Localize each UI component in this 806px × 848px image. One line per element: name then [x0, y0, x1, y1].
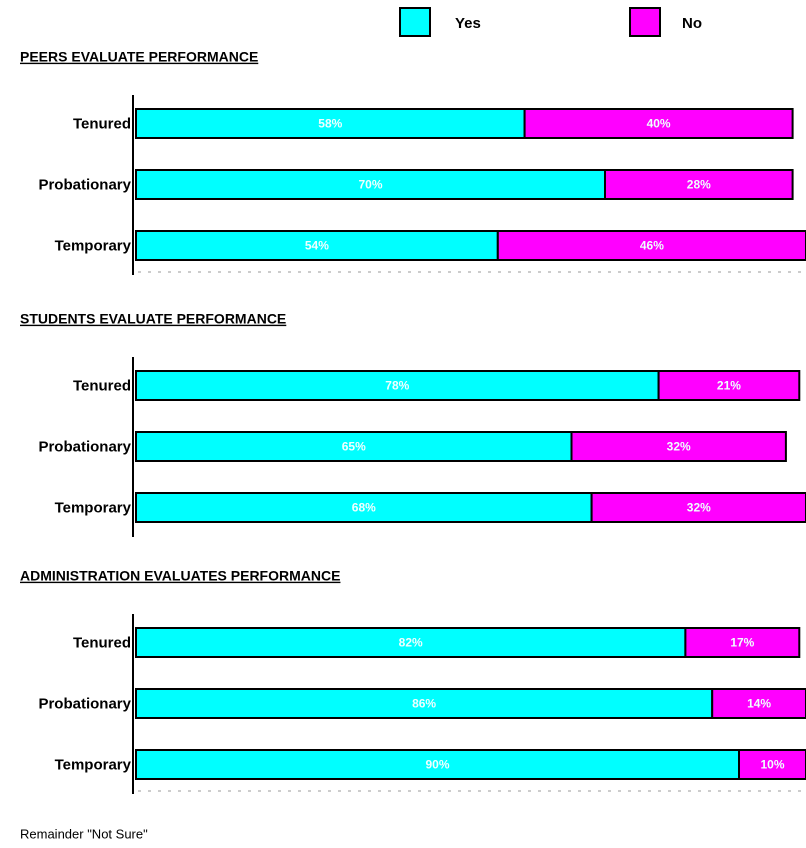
value-label: 21% [717, 379, 741, 393]
category-label: Temporary [55, 237, 132, 254]
category-label: Tenured [73, 115, 131, 132]
legend-swatch [629, 7, 661, 37]
bar-segment [135, 169, 606, 200]
bar-segment [496, 230, 806, 261]
panel-title: ADMINISTRATION EVALUATES PERFORMANCE [20, 568, 340, 584]
value-label: 14% [747, 697, 771, 711]
value-label: 32% [687, 501, 711, 515]
legend-swatch [399, 7, 431, 37]
bar-segment [523, 108, 794, 139]
value-label: 46% [640, 239, 664, 253]
footnote: Remainder "Not Sure" [20, 826, 148, 841]
value-label: 78% [385, 379, 409, 393]
category-label: Temporary [55, 756, 132, 773]
bar-segment [135, 492, 593, 523]
value-label: 68% [352, 501, 376, 515]
panel-title: STUDENTS EVALUATE PERFORMANCE [20, 311, 286, 327]
category-label: Probationary [38, 438, 131, 455]
category-label: Probationary [38, 176, 131, 193]
value-label: 58% [318, 117, 342, 131]
value-label: 70% [358, 178, 382, 192]
legend-label: Yes [455, 15, 481, 32]
value-label: 86% [412, 697, 436, 711]
bar-segment [657, 370, 801, 401]
category-label: Tenured [73, 377, 131, 394]
bar-segment [135, 431, 573, 462]
bar-segment [684, 627, 801, 658]
value-label: 54% [305, 239, 329, 253]
bar-segment [135, 230, 499, 261]
value-label: 65% [342, 440, 366, 454]
value-label: 10% [760, 758, 784, 772]
bar-segment [738, 749, 806, 780]
bar-segment [711, 688, 806, 719]
value-label: 28% [687, 178, 711, 192]
category-label: Tenured [73, 634, 131, 651]
bar-segment [135, 688, 714, 719]
panel-title: PEERS EVALUATE PERFORMANCE [20, 49, 258, 65]
category-label: Temporary [55, 499, 132, 516]
category-label: Probationary [38, 695, 131, 712]
value-label: 17% [730, 636, 754, 650]
legend-label: No [682, 15, 702, 32]
value-label: 82% [399, 636, 423, 650]
bar-segment [135, 108, 526, 139]
value-label: 90% [425, 758, 449, 772]
bar-segment [604, 169, 794, 200]
bar-segment [570, 431, 787, 462]
value-label: 40% [647, 117, 671, 131]
value-label: 32% [667, 440, 691, 454]
